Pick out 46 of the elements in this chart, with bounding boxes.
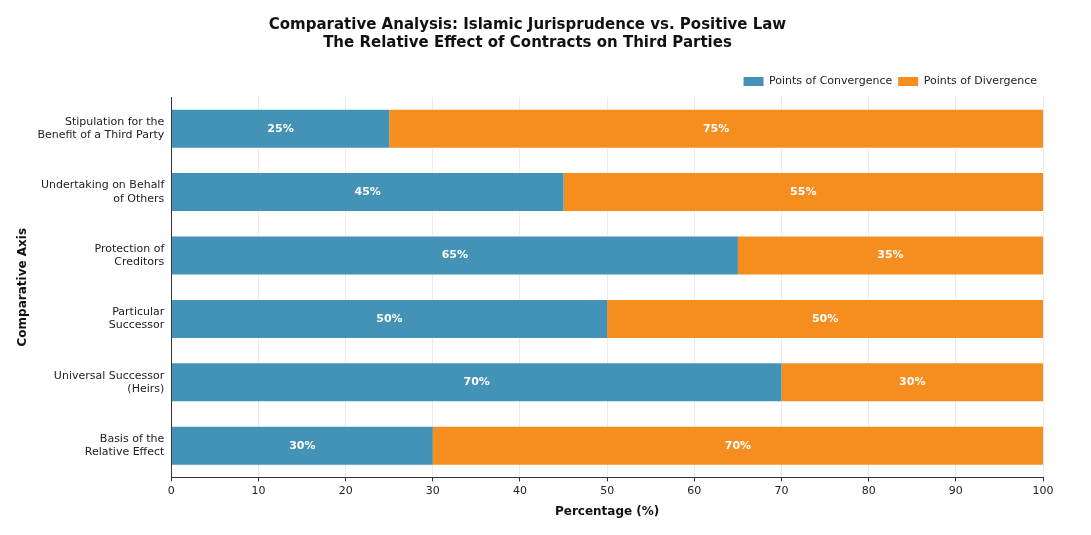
y-tick-label: Basis of the Relative Effect [84, 431, 165, 459]
data-label: 75% [702, 121, 730, 135]
bar [171, 426, 433, 465]
bar [171, 236, 738, 275]
x-tick-label: 100 [1032, 483, 1054, 497]
y-tick-label: Undertaking on Behalf of Others [40, 178, 166, 205]
data-label: 45% [354, 184, 381, 198]
x-tick-label: 60 [687, 483, 702, 497]
bar [737, 236, 1043, 275]
data-label: 65% [441, 248, 469, 262]
y-axis-title: Comparative Axis [15, 227, 30, 347]
y-tick-label: Stipulation for the Benefit of a Third Party [37, 114, 165, 142]
y-tick-label: Particular Successor [108, 305, 165, 332]
bar [171, 173, 564, 212]
data-label: 25% [267, 121, 294, 135]
bar [389, 109, 1043, 148]
x-tick-label: 70 [774, 483, 789, 497]
bar [171, 109, 390, 148]
x-axis-title: Percentage (%) [554, 503, 660, 518]
x-tick-label: 50 [600, 483, 615, 497]
data-label: 30% [899, 375, 926, 389]
bar [563, 173, 1043, 212]
y-tick-label: Protection of Creditors [94, 241, 166, 268]
x-tick-label: 90 [948, 483, 963, 497]
x-tick-label: 0 [167, 483, 175, 497]
data-label: 50% [376, 311, 403, 325]
bar [171, 299, 608, 338]
legend-label: Points of Divergence [923, 74, 1038, 88]
y-tick-label: Universal Successor (Heirs) [53, 368, 165, 395]
data-label: 50% [811, 311, 839, 325]
bar [781, 363, 1043, 402]
data-label: 35% [877, 248, 904, 262]
x-tick-label: 10 [251, 483, 266, 497]
data-label: 30% [289, 438, 316, 452]
x-tick-label: 30 [425, 483, 440, 497]
x-tick-label: 80 [861, 483, 876, 497]
data-label: 70% [724, 438, 752, 452]
data-label: 70% [463, 375, 490, 389]
chart-title: Comparative Analysis: Islamic Jurisprudence vs. Positive Law The Relative Effect of Contracts on Third Parties [268, 14, 787, 51]
data-label: 55% [790, 184, 817, 198]
x-tick-label: 40 [512, 483, 527, 497]
bar [607, 299, 1043, 338]
legend-label: Points of Convergence [769, 74, 893, 88]
bar [171, 363, 782, 402]
x-tick-label: 20 [338, 483, 353, 497]
bar [432, 426, 1043, 465]
